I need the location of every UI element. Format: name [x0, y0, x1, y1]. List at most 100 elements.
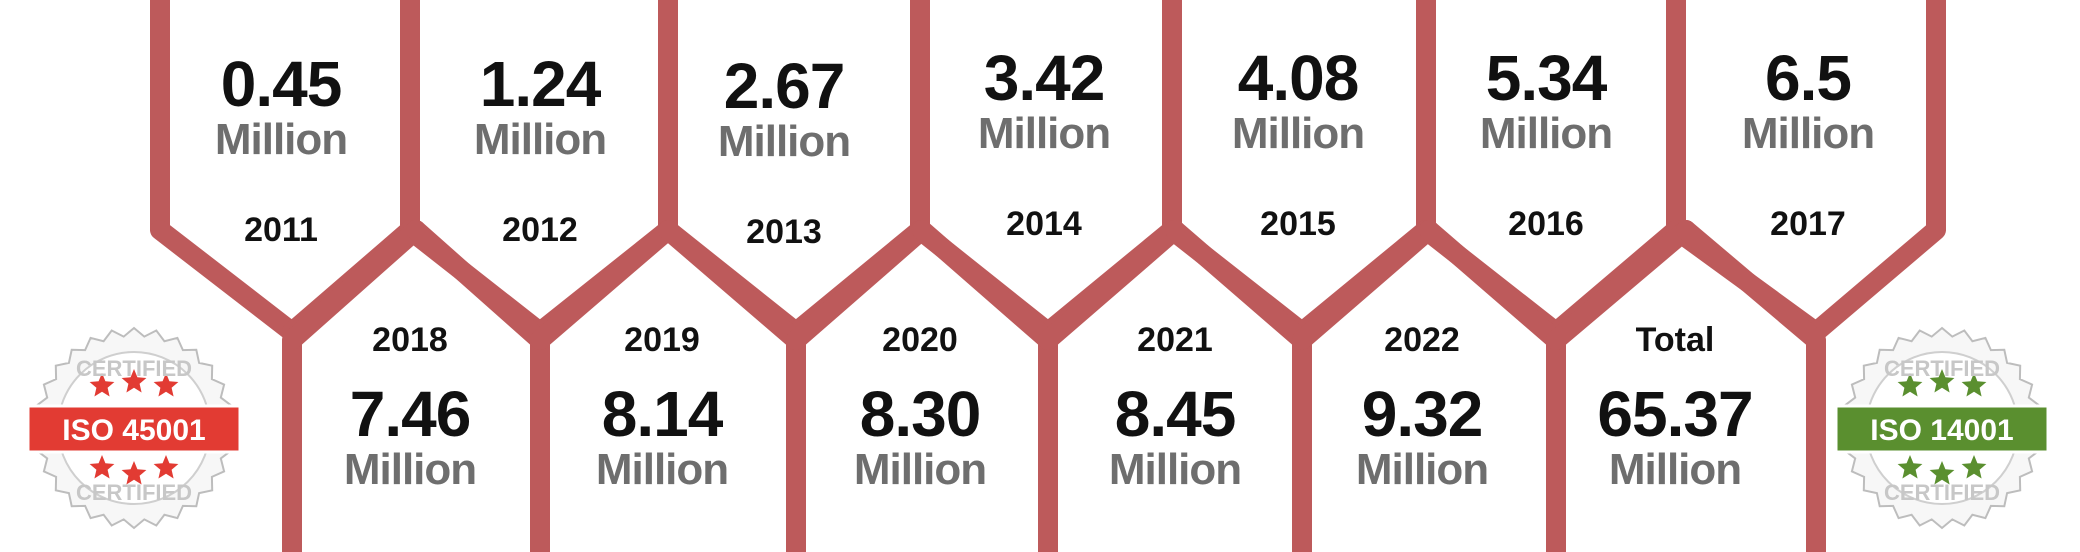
frame-bottom-post [1292, 340, 1312, 552]
star-seal-icon [26, 326, 242, 530]
star-icon [89, 455, 115, 479]
value-text: 65.37 [1597, 378, 1753, 450]
frame-top-post [150, 0, 170, 230]
frame-top-post [658, 0, 678, 230]
frame-diagonal [1546, 220, 1696, 350]
frame-diagonal [1419, 220, 1566, 350]
unit-text: Million [977, 109, 1111, 158]
star-icon [153, 455, 179, 479]
unit-text: Million [1231, 109, 1365, 158]
value-text: 9.32 [1361, 378, 1484, 450]
value-text: 1.24 [479, 48, 602, 120]
frame-diagonal [786, 220, 932, 350]
timeline-cell-2015: 4.08 Million 2015 [1178, 46, 1418, 242]
frame-top-post [910, 0, 930, 230]
frame-bottom-post [786, 340, 806, 552]
timeline-cell-2019: 2019 8.14 Million [542, 322, 782, 494]
badge-label: ISO 14001 [1870, 414, 2013, 447]
badge-label: ISO 45001 [62, 414, 205, 447]
timeline-cell-2013: 2.67 Million 2013 [664, 54, 904, 250]
value-text: 3.42 [983, 42, 1106, 114]
frame-diagonal [1292, 220, 1439, 350]
value-text: 5.34 [1485, 42, 1608, 114]
frame-diagonal [658, 220, 806, 350]
unit-text: Million [595, 445, 729, 494]
star-icon [1897, 373, 1923, 397]
value-text: 8.30 [859, 378, 982, 450]
year-label: 2014 [1006, 205, 1082, 243]
frame-bottom-post [530, 340, 550, 552]
frame-diagonal [530, 220, 678, 350]
frame-bottom-post [1038, 340, 1058, 552]
timeline-cell-2017: 6.5 Million 2017 [1688, 46, 1928, 242]
unit-text: Million [1608, 445, 1742, 494]
year-label: 2017 [1770, 205, 1846, 243]
unit-text: Million [1355, 445, 1489, 494]
unit-text: Million [473, 115, 607, 164]
frame-bottom-post [1546, 340, 1566, 552]
value-text: 2.67 [723, 50, 846, 122]
star-icon [153, 373, 179, 397]
timeline-cell-2012: 1.24 Million 2012 [420, 52, 660, 248]
frame-diagonal [1676, 220, 1826, 350]
value-text: 4.08 [1237, 42, 1360, 114]
year-label: 2013 [746, 213, 822, 251]
frame-diagonal [1806, 220, 1946, 342]
frame-diagonal [406, 220, 550, 350]
frame-diagonal [1038, 220, 1185, 350]
iso-45001-badge: CERTIFIED CERTIFIED ISO 45001 [24, 318, 244, 538]
star-icon [1929, 461, 1955, 485]
seal-ribbon [26, 404, 242, 454]
value-text: 8.45 [1114, 378, 1237, 450]
star-icon [121, 369, 147, 393]
unit-text: Million [343, 445, 477, 494]
star-icon [121, 461, 147, 485]
iso-14001-badge: CERTIFIED CERTIFIED ISO 14001 [1832, 318, 2052, 538]
star-icon [1929, 369, 1955, 393]
year-label: 2022 [1384, 321, 1460, 359]
year-label: 2015 [1260, 205, 1336, 243]
timeline-cell-total: Total 65.37 Million [1555, 322, 1795, 494]
frame-top-post [1926, 0, 1946, 230]
unit-text: Million [853, 445, 987, 494]
timeline-cell-2020: 2020 8.30 Million [800, 322, 1040, 494]
star-seal-icon [1834, 326, 2050, 530]
star-icon [89, 373, 115, 397]
value-text: 8.14 [601, 378, 724, 450]
star-icon [1961, 373, 1987, 397]
unit-text: Million [1479, 109, 1613, 158]
year-label: 2021 [1137, 321, 1213, 359]
unit-text: Million [1108, 445, 1242, 494]
year-label: 2020 [882, 321, 958, 359]
frame-diagonal [1165, 220, 1312, 350]
timeline-cell-2016: 5.34 Million 2016 [1426, 46, 1666, 242]
unit-text: Million [214, 115, 348, 164]
timeline-cell-2021: 2021 8.45 Million [1055, 322, 1295, 494]
frame-top-post [1666, 0, 1686, 230]
value-text: 6.5 [1765, 42, 1852, 114]
frame-diagonal [282, 220, 426, 350]
timeline-cell-2018: 2018 7.46 Million [290, 322, 530, 494]
unit-text: Million [1741, 109, 1875, 158]
unit-text: Million [717, 117, 851, 166]
year-label: 2016 [1508, 205, 1584, 243]
frame-top-post [400, 0, 420, 230]
frame-top-post [1416, 0, 1436, 230]
year-label: 2018 [372, 321, 448, 359]
year-label: 2011 [244, 211, 318, 249]
seal-ribbon [1834, 404, 2050, 454]
badge-ring-text: CERTIFIED [1884, 480, 2000, 505]
year-label: Total [1635, 321, 1715, 359]
value-text: 0.45 [220, 48, 343, 120]
frame-top-post [1162, 0, 1182, 230]
badge-ring-text: CERTIFIED [76, 356, 192, 381]
value-text: 7.46 [349, 378, 472, 450]
timeline-cell-2014: 3.42 Million 2014 [924, 46, 1164, 242]
star-icon [1961, 455, 1987, 479]
year-label: 2019 [624, 321, 700, 359]
frame-diagonal [912, 220, 1058, 350]
frame-diagonal [150, 220, 302, 342]
frame-bottom-post [282, 340, 302, 552]
